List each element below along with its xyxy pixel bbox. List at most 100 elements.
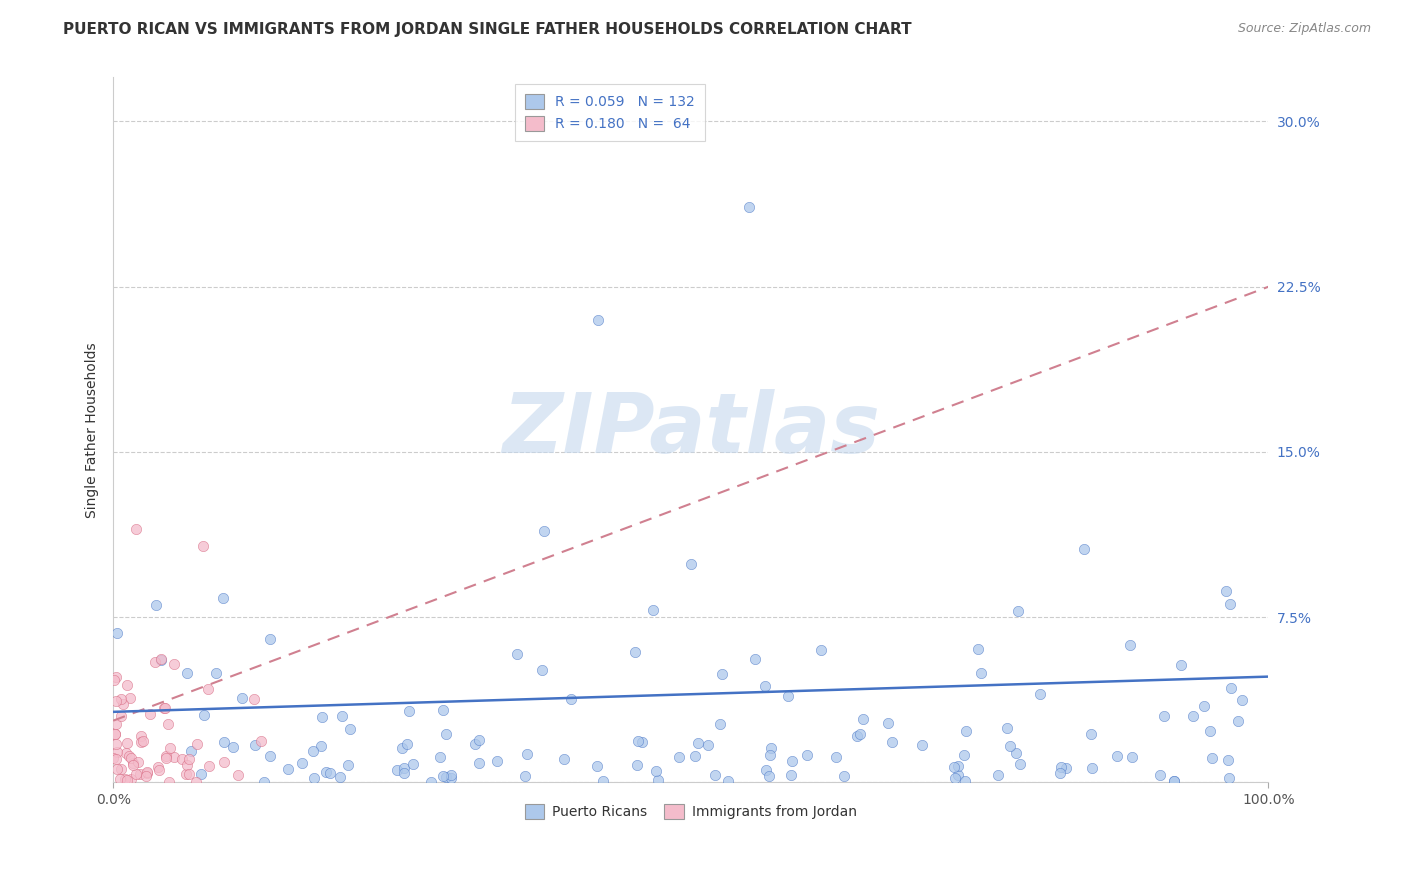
Point bbox=[329, 770, 352, 784]
Point bbox=[143, 655, 166, 669]
Point bbox=[242, 691, 264, 706]
Point bbox=[149, 652, 172, 666]
Point bbox=[832, 769, 855, 783]
Point bbox=[1049, 765, 1071, 780]
Point bbox=[1230, 693, 1253, 707]
Point bbox=[1105, 749, 1128, 764]
Point bbox=[191, 539, 214, 553]
Point bbox=[193, 708, 215, 723]
Point bbox=[995, 721, 1018, 735]
Point bbox=[1050, 759, 1073, 773]
Point bbox=[627, 734, 650, 748]
Point bbox=[259, 632, 281, 646]
Point bbox=[1226, 714, 1249, 729]
Point bbox=[755, 763, 778, 777]
Point bbox=[432, 769, 454, 783]
Point bbox=[398, 704, 420, 718]
Point bbox=[315, 765, 337, 780]
Point bbox=[177, 752, 200, 766]
Point bbox=[103, 751, 125, 765]
Point bbox=[153, 701, 176, 715]
Point bbox=[1010, 757, 1032, 772]
Point bbox=[186, 738, 208, 752]
Point bbox=[159, 740, 181, 755]
Point bbox=[711, 667, 734, 681]
Point bbox=[104, 670, 127, 684]
Point bbox=[112, 698, 135, 712]
Point bbox=[118, 690, 141, 705]
Point bbox=[129, 729, 152, 743]
Point bbox=[759, 747, 782, 762]
Point bbox=[626, 757, 648, 772]
Point bbox=[115, 677, 138, 691]
Point bbox=[197, 681, 219, 696]
Point bbox=[387, 763, 409, 777]
Point bbox=[464, 737, 486, 751]
Point bbox=[311, 709, 333, 723]
Y-axis label: Single Father Households: Single Father Households bbox=[86, 342, 100, 517]
Point bbox=[125, 522, 148, 536]
Text: Source: ZipAtlas.com: Source: ZipAtlas.com bbox=[1237, 22, 1371, 36]
Point bbox=[1201, 751, 1223, 765]
Point bbox=[1181, 708, 1204, 723]
Point bbox=[946, 768, 969, 782]
Point bbox=[686, 736, 709, 750]
Point bbox=[758, 769, 780, 783]
Point bbox=[132, 734, 155, 748]
Point bbox=[115, 747, 138, 761]
Point bbox=[128, 766, 150, 780]
Point bbox=[226, 768, 249, 782]
Point bbox=[943, 760, 966, 774]
Point bbox=[391, 740, 413, 755]
Point bbox=[588, 312, 610, 326]
Point bbox=[115, 772, 138, 787]
Point bbox=[121, 758, 143, 772]
Point bbox=[174, 767, 197, 781]
Point bbox=[302, 771, 325, 785]
Point bbox=[155, 749, 177, 764]
Point bbox=[485, 754, 508, 768]
Point bbox=[105, 626, 128, 640]
Point bbox=[1199, 724, 1222, 739]
Point bbox=[852, 712, 875, 726]
Point bbox=[157, 717, 180, 731]
Point bbox=[339, 723, 361, 737]
Point bbox=[553, 752, 575, 766]
Point bbox=[531, 664, 554, 678]
Point bbox=[222, 739, 245, 754]
Point bbox=[592, 773, 614, 788]
Point bbox=[110, 708, 132, 723]
Point bbox=[560, 691, 582, 706]
Point bbox=[911, 739, 934, 753]
Point bbox=[118, 749, 141, 764]
Point bbox=[953, 774, 976, 789]
Point bbox=[291, 756, 314, 771]
Point bbox=[103, 673, 125, 687]
Point bbox=[104, 727, 127, 741]
Point bbox=[824, 750, 846, 764]
Point bbox=[231, 690, 253, 705]
Point bbox=[737, 201, 759, 215]
Point bbox=[277, 763, 299, 777]
Point bbox=[1220, 681, 1243, 695]
Point bbox=[810, 643, 832, 657]
Point bbox=[162, 749, 184, 764]
Point bbox=[330, 709, 353, 723]
Point bbox=[849, 727, 872, 741]
Point bbox=[204, 665, 226, 680]
Point bbox=[946, 759, 969, 773]
Point bbox=[212, 735, 235, 749]
Point bbox=[668, 750, 690, 764]
Point bbox=[214, 755, 236, 769]
Point bbox=[1029, 687, 1052, 701]
Point bbox=[125, 767, 148, 781]
Point bbox=[1054, 761, 1077, 775]
Point bbox=[120, 772, 142, 786]
Point bbox=[440, 768, 463, 782]
Point bbox=[624, 644, 647, 658]
Point bbox=[685, 749, 707, 764]
Point bbox=[135, 769, 157, 783]
Point bbox=[761, 740, 783, 755]
Point bbox=[780, 755, 803, 769]
Point bbox=[987, 768, 1010, 782]
